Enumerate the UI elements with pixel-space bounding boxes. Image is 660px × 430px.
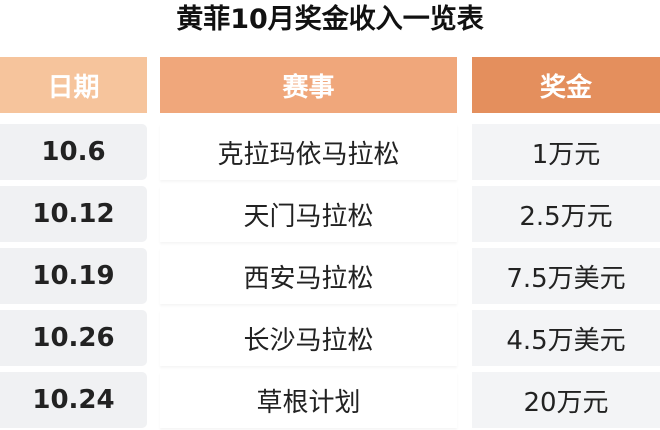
header-event: 赛事	[160, 57, 457, 113]
header-prize: 奖金	[472, 57, 660, 113]
table-row: 10.12 天门马拉松 2.5万元	[0, 186, 660, 242]
table-row: 10.24 草根计划 20万元	[0, 372, 660, 428]
prize-cell: 1万元	[472, 124, 660, 180]
event-cell: 克拉玛依马拉松	[160, 124, 457, 180]
event-cell: 天门马拉松	[160, 186, 457, 242]
date-cell: 10.12	[0, 186, 147, 242]
prize-cell: 4.5万美元	[472, 310, 660, 366]
prize-cell: 20万元	[472, 372, 660, 428]
prize-cell: 2.5万元	[472, 186, 660, 242]
header-date: 日期	[0, 57, 147, 113]
date-cell: 10.19	[0, 248, 147, 304]
event-cell: 西安马拉松	[160, 248, 457, 304]
table-row: 10.26 长沙马拉松 4.5万美元	[0, 310, 660, 366]
table-row: 10.6 克拉玛依马拉松 1万元	[0, 124, 660, 180]
event-cell: 长沙马拉松	[160, 310, 457, 366]
table-title: 黄菲10月奖金收入一览表	[176, 4, 484, 35]
event-cell: 草根计划	[160, 372, 457, 428]
prize-cell: 7.5万美元	[472, 248, 660, 304]
table-row: 10.19 西安马拉松 7.5万美元	[0, 248, 660, 304]
date-cell: 10.26	[0, 310, 147, 366]
date-cell: 10.24	[0, 372, 147, 428]
date-cell: 10.6	[0, 124, 147, 180]
